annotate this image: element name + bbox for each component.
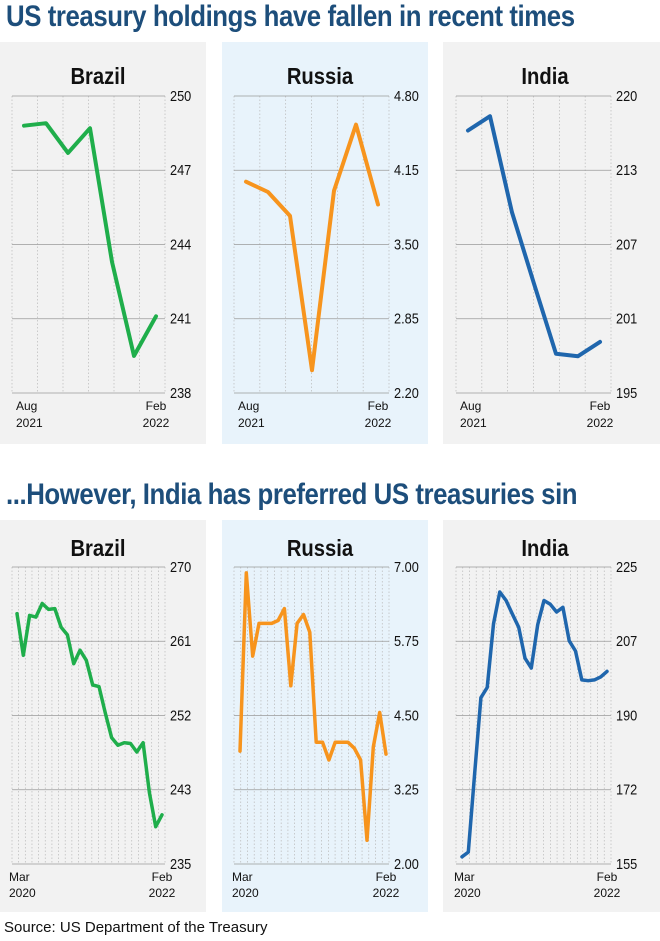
y-tick-label: 270 xyxy=(170,558,191,575)
panel-background xyxy=(222,520,428,912)
y-tick-label: 2.20 xyxy=(394,384,419,401)
section1-title: US treasury holdings have fallen in rece… xyxy=(6,0,575,33)
x-tick-year: 2020 xyxy=(454,886,481,900)
x-tick-month: Feb xyxy=(152,870,173,884)
chart-title: Russia xyxy=(287,63,354,90)
y-tick-label: 244 xyxy=(170,235,191,252)
y-tick-label: 4.15 xyxy=(394,161,419,178)
x-tick-month: Aug xyxy=(16,399,37,413)
source-note: Source: US Department of the Treasury xyxy=(4,919,268,936)
y-tick-label: 213 xyxy=(616,161,637,178)
panel-background xyxy=(0,520,206,912)
y-tick-label: 220 xyxy=(616,87,637,104)
y-tick-label: 7.00 xyxy=(394,558,419,575)
y-tick-label: 225 xyxy=(616,558,637,575)
x-tick-month: Aug xyxy=(460,399,481,413)
chart-panel-brazil: Brazil 270 261 252 243 235 Mar 2020 Feb 2022 xyxy=(0,520,206,912)
x-tick-month: Mar xyxy=(9,870,30,884)
x-tick-year: 2022 xyxy=(143,416,170,430)
y-tick-label: 247 xyxy=(170,161,191,178)
y-tick-label: 235 xyxy=(170,855,191,872)
y-tick-label: 238 xyxy=(170,384,191,401)
series-line xyxy=(460,590,609,859)
x-tick-year: 2022 xyxy=(365,416,392,430)
y-tick-label: 4.80 xyxy=(394,87,419,104)
x-tick-month: Feb xyxy=(368,399,389,413)
chart-title: India xyxy=(521,63,569,90)
y-tick-label: 207 xyxy=(616,235,637,252)
x-tick-month: Aug xyxy=(238,399,259,413)
y-tick-label: 241 xyxy=(170,310,191,327)
y-tick-label: 3.25 xyxy=(394,781,419,798)
x-tick-year: 2022 xyxy=(149,886,176,900)
y-tick-label: 201 xyxy=(616,310,637,327)
x-tick-month: Mar xyxy=(454,870,475,884)
x-tick-year: 2022 xyxy=(594,886,621,900)
x-tick-month: Mar xyxy=(232,870,253,884)
panel-background xyxy=(222,42,428,444)
chart-panel-brazil: Brazil 250 247 244 241 238 Aug 2021 Feb 2022 xyxy=(0,42,206,444)
x-tick-month: Feb xyxy=(146,399,167,413)
chart-panel-russia: Russia 4.80 4.15 3.50 2.85 2.20 Aug 2021 Feb 2022 xyxy=(222,42,428,444)
chart-title: Russia xyxy=(287,535,354,562)
y-tick-label: 2.85 xyxy=(394,310,419,327)
x-tick-year: 2020 xyxy=(9,886,36,900)
x-tick-year: 2021 xyxy=(16,416,43,430)
x-tick-year: 2022 xyxy=(587,416,614,430)
series-line xyxy=(244,122,380,373)
x-tick-month: Feb xyxy=(590,399,611,413)
y-tick-label: 5.75 xyxy=(394,632,419,649)
panel-background xyxy=(0,42,206,444)
y-tick-label: 3.50 xyxy=(394,235,419,252)
y-tick-label: 2.00 xyxy=(394,855,419,872)
chart-panel-russia: Russia 7.00 5.75 4.50 3.25 2.00 Mar 2020 Feb 2022 xyxy=(222,520,428,912)
series-line xyxy=(22,121,158,358)
x-tick-month: Feb xyxy=(376,870,397,884)
series-line xyxy=(15,601,164,829)
y-tick-label: 252 xyxy=(170,706,191,723)
y-tick-label: 172 xyxy=(616,781,637,798)
section2-title: ...However, India has preferred US treas… xyxy=(6,478,578,511)
y-tick-label: 261 xyxy=(170,632,191,649)
y-tick-label: 190 xyxy=(616,706,637,723)
x-tick-year: 2021 xyxy=(460,416,487,430)
y-tick-label: 207 xyxy=(616,632,637,649)
panel-background xyxy=(443,42,660,444)
x-tick-year: 2022 xyxy=(373,886,400,900)
y-tick-label: 195 xyxy=(616,384,637,401)
chart-title: Brazil xyxy=(70,63,125,90)
chart-title: Brazil xyxy=(70,535,125,562)
x-tick-month: Feb xyxy=(597,870,618,884)
chart-title: India xyxy=(521,535,569,562)
chart-panel-india: India 225 207 190 172 155 Mar 2020 Feb 2022 xyxy=(443,520,660,912)
y-tick-label: 243 xyxy=(170,781,191,798)
y-tick-label: 250 xyxy=(170,87,191,104)
y-tick-label: 155 xyxy=(616,855,637,872)
series-line xyxy=(466,114,602,359)
series-line xyxy=(238,571,388,842)
y-tick-label: 4.50 xyxy=(394,706,419,723)
x-tick-year: 2020 xyxy=(232,886,259,900)
x-tick-year: 2021 xyxy=(238,416,265,430)
chart-panel-india: India 220 213 207 201 195 Aug 2021 Feb 2022 xyxy=(443,42,660,444)
